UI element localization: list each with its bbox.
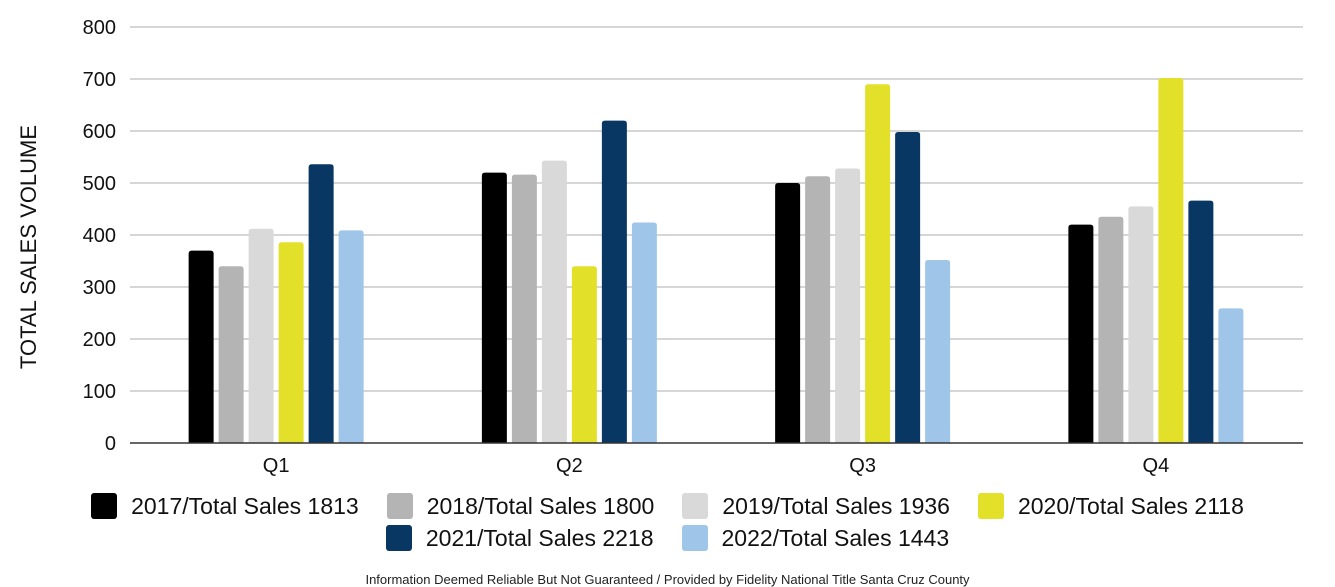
y-tick-label: 400: [83, 225, 116, 247]
y-tick-label: 100: [83, 381, 116, 403]
bar-q3-series-2: [805, 176, 831, 444]
bar-q3-series-4: [865, 84, 891, 443]
y-tick-label: 700: [83, 69, 116, 91]
bar-q2-series-5: [601, 120, 627, 443]
legend-swatch-2021: [385, 525, 412, 551]
bar-q2-series-2: [511, 174, 537, 443]
bar-q4-series-1: [1068, 224, 1094, 443]
bars: [188, 77, 1244, 444]
bar-q2-series-6: [631, 222, 657, 443]
legend-swatch-2018: [386, 493, 413, 519]
y-tick-label: 500: [83, 173, 116, 195]
bar-q1-series-6: [338, 230, 364, 443]
bar-q2-series-1: [481, 172, 507, 443]
bar-q4-series-4: [1158, 77, 1184, 444]
x-axis-ticks: Q1 Q2 Q3 Q4: [263, 455, 1169, 477]
bar-q2-series-3: [541, 160, 567, 443]
legend-item-2019: 2019/Total Sales 1936: [682, 493, 950, 520]
legend-label: 2018/Total Sales 1800: [426, 492, 655, 519]
legend-label: 2017/Total Sales 1813: [131, 492, 359, 519]
y-tick-label: 800: [83, 17, 116, 39]
legend: 2017/Total Sales 1813 2018/Total Sales 1…: [0, 490, 1335, 554]
x-tick-label: Q2: [556, 455, 583, 477]
y-axis-label: TOTAL SALES VOLUME: [16, 125, 41, 369]
bar-q3-series-6: [925, 259, 951, 443]
legend-label: 2020/Total Sales 2118: [1017, 492, 1244, 519]
bar-q4-series-2: [1098, 216, 1124, 443]
x-tick-label: Q4: [1143, 455, 1170, 477]
legend-swatch-2022: [681, 525, 708, 551]
x-tick-label: Q1: [263, 455, 290, 477]
legend-label: 2022/Total Sales 1443: [721, 524, 950, 551]
bar-q4-series-5: [1188, 200, 1214, 443]
bar-q1-series-4: [278, 242, 304, 443]
y-axis-ticks: 0 100 200 300 400 500 600 700 800: [83, 17, 116, 455]
bar-q1-series-2: [218, 266, 244, 443]
bar-q3-series-3: [835, 168, 861, 443]
legend-row-2: 2021/Total Sales 2218 2022/Total Sales 1…: [0, 522, 1335, 554]
bar-q1-series-5: [308, 164, 334, 443]
legend-item-2020: 2020/Total Sales 2118: [977, 492, 1244, 520]
legend-item-2018: 2018/Total Sales 1800: [386, 492, 655, 520]
legend-item-2022: 2022/Total Sales 1443: [681, 524, 950, 552]
bar-q3-series-1: [775, 183, 801, 443]
legend-swatch-2019: [682, 493, 709, 519]
bar-q1-series-1: [188, 250, 214, 443]
x-tick-label: Q3: [849, 455, 876, 477]
gridlines: [130, 26, 1303, 392]
bar-q2-series-4: [571, 266, 597, 443]
bar-q4-series-6: [1218, 308, 1244, 443]
y-tick-label: 300: [83, 277, 116, 299]
legend-item-2017: 2017/Total Sales 1813: [91, 493, 359, 520]
legend-swatch-2017: [91, 493, 118, 519]
legend-row-1: 2017/Total Sales 1813 2018/Total Sales 1…: [0, 490, 1335, 522]
bar-q3-series-5: [895, 132, 921, 444]
bar-chart: 0 100 200 300 400 500 600 700 800 TOTAL SALES VO…: [16, 17, 1303, 477]
bar-q4-series-3: [1128, 206, 1154, 443]
y-tick-label: 600: [83, 121, 116, 143]
legend-swatch-2020: [977, 493, 1004, 519]
legend-label: 2019/Total Sales 1936: [722, 492, 950, 519]
bar-q1-series-3: [248, 228, 274, 443]
legend-item-2021: 2021/Total Sales 2218: [385, 524, 654, 552]
footnote: Information Deemed Reliable But Not Guar…: [365, 572, 970, 587]
y-tick-label: 0: [105, 433, 116, 455]
y-tick-label: 200: [83, 329, 116, 351]
legend-label: 2021/Total Sales 2218: [425, 524, 654, 551]
